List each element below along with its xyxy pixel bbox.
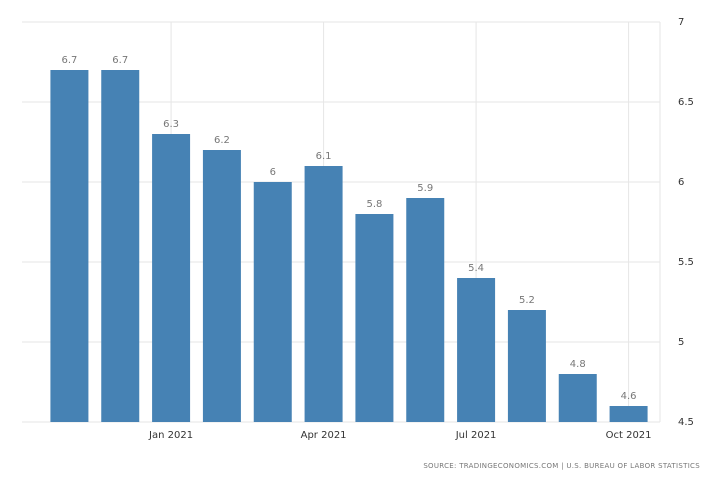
value-label: 5.8 bbox=[366, 199, 382, 210]
bar bbox=[355, 214, 394, 422]
bar bbox=[202, 150, 241, 422]
source: SOURCE: TRADINGECONOMICS.COM | U.S. BURE… bbox=[423, 462, 700, 470]
value-label: 6.7 bbox=[112, 55, 128, 66]
x-tick-label: Apr 2021 bbox=[301, 430, 347, 441]
bar bbox=[609, 406, 648, 422]
y-tick-label: 7 bbox=[678, 17, 684, 28]
bar bbox=[152, 134, 191, 422]
x-tick-label: Oct 2021 bbox=[606, 430, 652, 441]
y-tick-label: 4.5 bbox=[678, 417, 694, 428]
value-label: 5.2 bbox=[519, 295, 535, 306]
y-tick-label: 6.5 bbox=[678, 97, 694, 108]
bar bbox=[457, 278, 496, 422]
x-tick-label: Jul 2021 bbox=[455, 430, 497, 441]
value-label: 5.4 bbox=[468, 263, 484, 274]
bar bbox=[304, 166, 343, 422]
bar bbox=[101, 70, 140, 422]
y-tick-label: 6 bbox=[678, 177, 684, 188]
value-label: 5.9 bbox=[417, 183, 433, 194]
bar bbox=[406, 198, 445, 422]
value-label: 6.2 bbox=[214, 135, 230, 146]
y-tick-label: 5.5 bbox=[678, 257, 694, 268]
value-label: 6.3 bbox=[163, 119, 179, 130]
bar bbox=[558, 374, 597, 422]
value-label: 6.1 bbox=[316, 151, 332, 162]
x-tick-label: Jan 2021 bbox=[148, 430, 193, 441]
value-label: 6 bbox=[270, 167, 276, 178]
value-label: 4.8 bbox=[570, 359, 586, 370]
value-label: 6.7 bbox=[61, 55, 77, 66]
bar bbox=[50, 70, 89, 422]
bar bbox=[253, 182, 292, 422]
bar bbox=[507, 310, 546, 422]
value-label: 4.6 bbox=[621, 391, 637, 402]
y-tick-label: 5 bbox=[678, 337, 684, 348]
